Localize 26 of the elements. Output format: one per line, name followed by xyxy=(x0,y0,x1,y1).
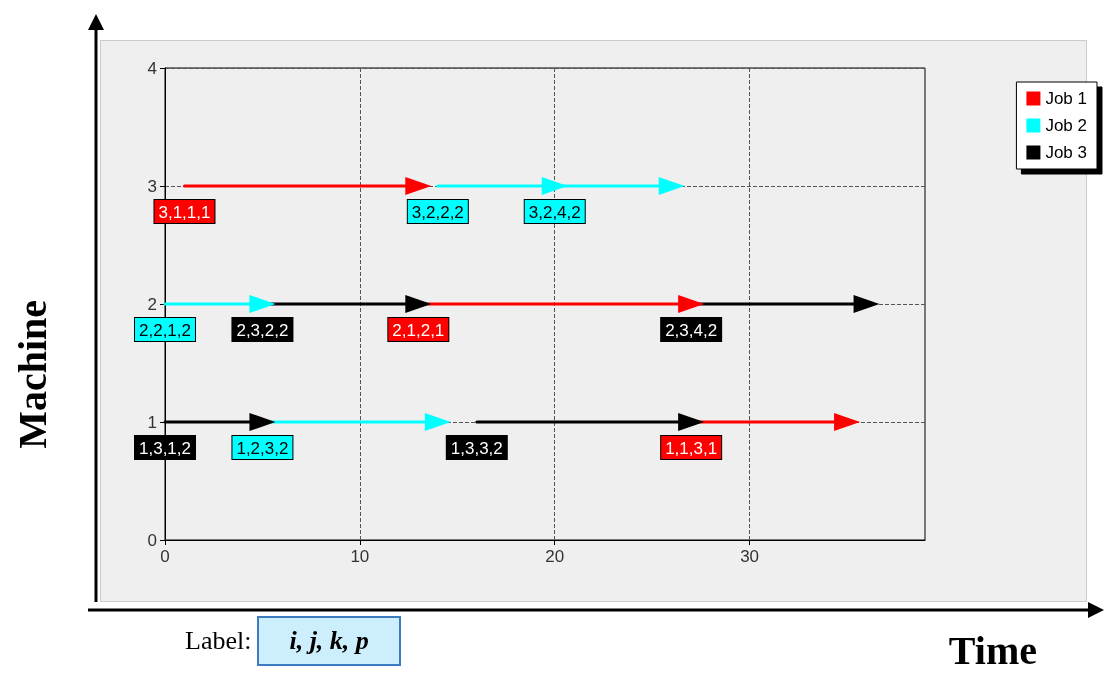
x-tick-label: 0 xyxy=(160,547,170,566)
y-tick-label: 4 xyxy=(147,58,157,78)
data-label: 3,2,2,2 xyxy=(411,203,464,222)
legend-label: Job 2 xyxy=(1045,116,1088,135)
data-label: 2,1,2,1 xyxy=(392,321,445,340)
y-tick-label: 1 xyxy=(147,412,157,432)
text: Label: i, j, k, p xyxy=(185,626,369,655)
x-axis-title: Time xyxy=(948,627,1038,673)
legend-label: Job 1 xyxy=(1045,89,1088,108)
data-label: 2,2,1,2 xyxy=(139,321,191,340)
data-label: 3,2,4,2 xyxy=(528,203,581,222)
data-label: 3,1,1,1 xyxy=(158,203,211,222)
x-tick-label: 20 xyxy=(545,547,565,566)
x-tick-label: 10 xyxy=(350,547,370,566)
legend-label: Job 3 xyxy=(1045,143,1088,162)
x-tick-label: 30 xyxy=(740,547,760,566)
y-tick-label: 3 xyxy=(147,176,157,196)
data-label: 2,3,4,2 xyxy=(665,321,718,340)
y-axis-title: Machine xyxy=(9,300,55,449)
data-label: 1,2,3,2 xyxy=(236,439,289,458)
y-tick-label: 0 xyxy=(147,530,157,550)
data-label: 2,3,2,2 xyxy=(236,321,289,340)
y-tick-label: 2 xyxy=(147,294,157,314)
data-label: 1,3,1,2 xyxy=(139,439,191,458)
data-label: 1,3,3,2 xyxy=(450,439,503,458)
data-label: 1,1,3,1 xyxy=(665,439,718,458)
